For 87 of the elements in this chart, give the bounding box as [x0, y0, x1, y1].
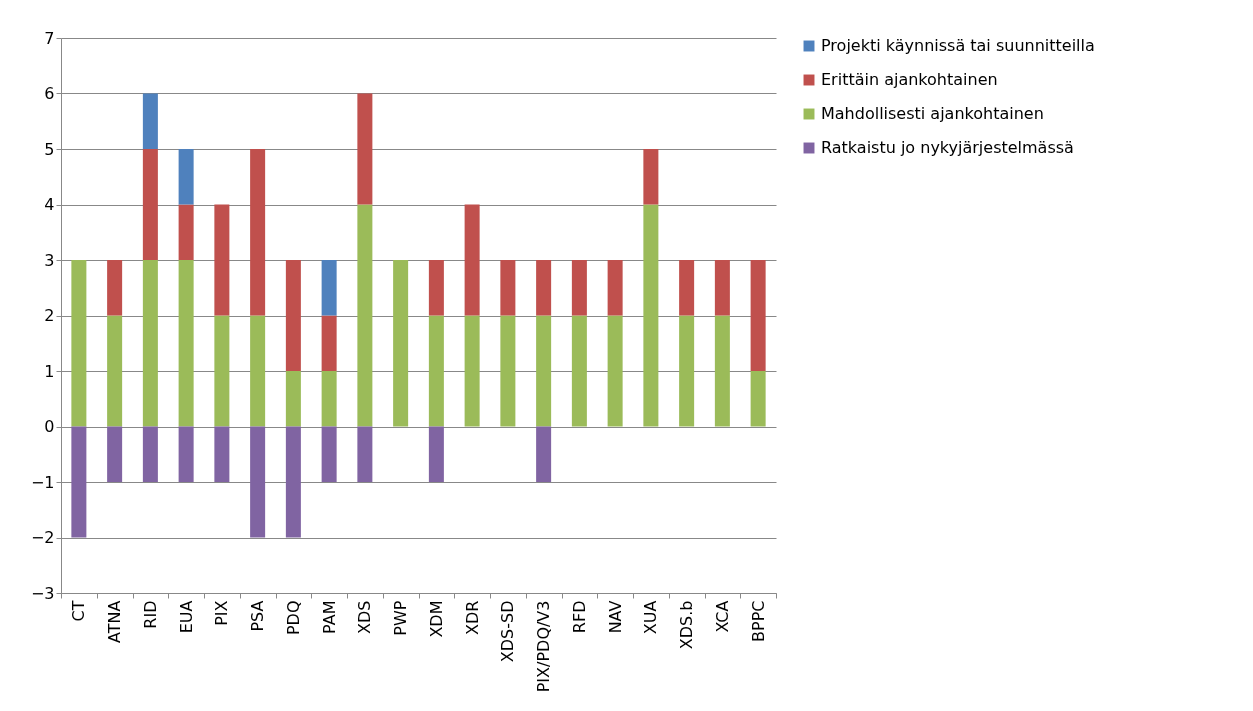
bar: [178, 149, 194, 205]
bar: [500, 260, 516, 316]
x-tick-label: XUA: [641, 600, 661, 635]
bar: [750, 371, 766, 427]
bar: [321, 315, 337, 371]
bar: [107, 260, 123, 316]
x-tick-label: PIX/PDQ/V3: [534, 600, 554, 693]
bar: [714, 260, 730, 316]
bar: [393, 260, 409, 427]
y-tick-label: 5: [44, 139, 55, 159]
bar: [250, 149, 266, 316]
bar: [571, 315, 587, 427]
bar: [643, 204, 659, 427]
bar: [178, 260, 194, 427]
x-tick-label: XDR: [462, 600, 482, 635]
bar: [321, 426, 337, 482]
x-tick-label: EUA: [176, 600, 196, 634]
bar: [142, 260, 158, 427]
x-tick-label: XDS-SD: [498, 600, 518, 663]
bar: [285, 371, 301, 427]
bar: [607, 260, 623, 316]
bar: [285, 260, 301, 371]
bar: [107, 315, 123, 427]
bar: [250, 315, 266, 427]
legend-label: Projekti käynnissä tai suunnitteilla: [821, 36, 1095, 55]
x-tick-label: PDQ: [283, 600, 303, 636]
x-tick-label: XCA: [712, 600, 732, 633]
bar: [250, 426, 266, 538]
bar: [536, 260, 552, 316]
bar: [214, 315, 230, 427]
legend-label: Mahdollisesti ajankohtainen: [821, 104, 1044, 123]
y-tick-label: −3: [30, 583, 55, 603]
x-tick-label: PIX: [212, 600, 232, 626]
x-tick-label: PSA: [248, 600, 268, 632]
bar: [428, 426, 444, 482]
bar: [536, 315, 552, 427]
y-tick-label: −1: [30, 472, 55, 492]
bar: [679, 260, 695, 316]
bar: [178, 426, 194, 482]
y-tick-label: −2: [30, 528, 55, 547]
bar: [321, 260, 337, 316]
y-tick-label: 7: [44, 28, 55, 48]
y-tick-label: 2: [44, 306, 55, 325]
bar: [464, 315, 480, 427]
bar: [178, 204, 194, 260]
bar: [428, 315, 444, 427]
bar: [428, 260, 444, 316]
x-tick-label: NAV: [605, 600, 625, 634]
x-tick-label: XDS.b: [677, 600, 697, 650]
x-tick-label: RID: [140, 600, 160, 629]
y-tick-label: 4: [44, 195, 55, 214]
bar: [321, 371, 337, 427]
bar: [643, 149, 659, 205]
legend-label: Erittäin ajankohtainen: [821, 70, 998, 89]
y-tick-label: 1: [44, 361, 55, 381]
x-tick-label: PAM: [319, 600, 339, 634]
bar: [714, 315, 730, 427]
y-tick-label: 6: [44, 84, 55, 103]
x-tick-label: BPPC: [748, 600, 768, 642]
bar: [214, 426, 230, 482]
x-tick-label: RFD: [569, 600, 589, 634]
bar: [607, 315, 623, 427]
bar: [71, 426, 87, 538]
x-tick-label: CT: [69, 600, 89, 622]
bar: [357, 93, 373, 205]
y-tick-label: 0: [44, 417, 55, 436]
bar: [571, 260, 587, 316]
bar: [285, 426, 301, 538]
bar: [750, 260, 766, 371]
x-tick-label: XDM: [426, 600, 446, 638]
bar: [500, 315, 516, 427]
bar: [679, 315, 695, 427]
x-tick-label: ATNA: [105, 600, 125, 643]
bar: [536, 426, 552, 482]
bar: [71, 260, 87, 427]
y-tick-label: 3: [44, 250, 55, 270]
bar: [142, 93, 158, 149]
x-tick-label: XDS: [355, 600, 375, 634]
bar: [142, 426, 158, 482]
bar: [142, 149, 158, 260]
bar: [357, 426, 373, 482]
bar: [464, 204, 480, 316]
bar: [357, 204, 373, 427]
bar: [107, 426, 123, 482]
legend-label: Ratkaistu jo nykyjärjestelmässä: [821, 138, 1074, 157]
bar: [214, 204, 230, 316]
x-tick-label: PWP: [391, 600, 411, 636]
